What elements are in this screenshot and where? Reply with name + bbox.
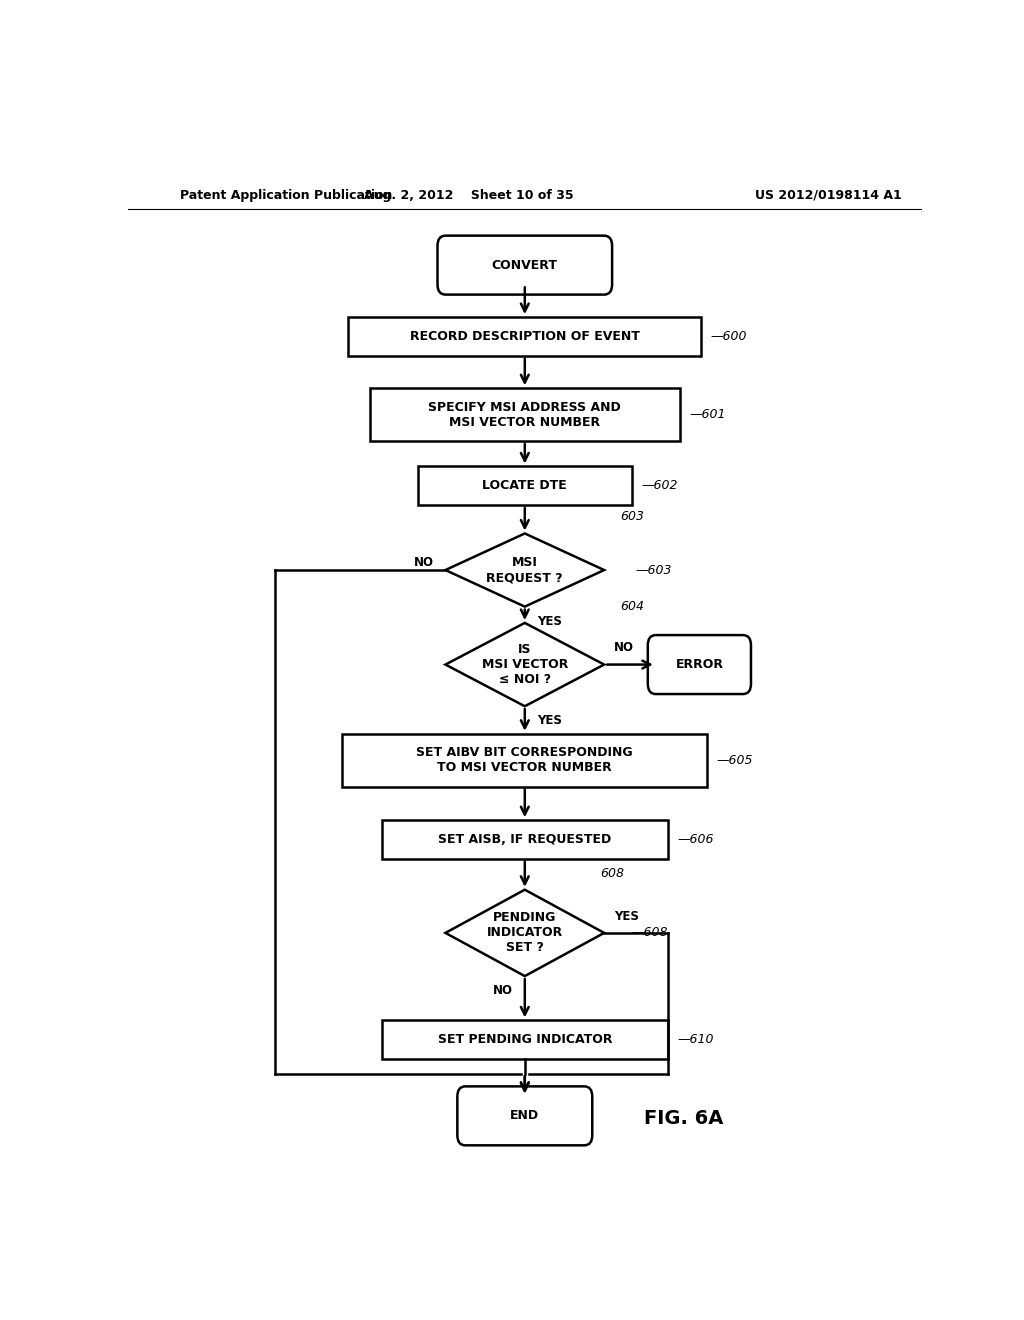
Text: Patent Application Publication: Patent Application Publication (179, 189, 392, 202)
Text: SET AIBV BIT CORRESPONDING
TO MSI VECTOR NUMBER: SET AIBV BIT CORRESPONDING TO MSI VECTOR… (417, 746, 633, 774)
Text: US 2012/0198114 A1: US 2012/0198114 A1 (755, 189, 902, 202)
Polygon shape (445, 623, 604, 706)
Text: —605: —605 (717, 754, 754, 767)
Text: Aug. 2, 2012    Sheet 10 of 35: Aug. 2, 2012 Sheet 10 of 35 (365, 189, 574, 202)
Text: —608: —608 (632, 927, 669, 940)
Text: SPECIFY MSI ADDRESS AND
MSI VECTOR NUMBER: SPECIFY MSI ADDRESS AND MSI VECTOR NUMBE… (428, 400, 622, 429)
Text: NO: NO (493, 985, 513, 997)
FancyBboxPatch shape (437, 236, 612, 294)
Text: —600: —600 (711, 330, 748, 343)
Text: SET PENDING INDICATOR: SET PENDING INDICATOR (437, 1034, 612, 1047)
Text: PENDING
INDICATOR
SET ?: PENDING INDICATOR SET ? (486, 911, 563, 954)
Bar (348, 317, 701, 355)
Text: MSI
REQUEST ?: MSI REQUEST ? (486, 556, 563, 583)
Bar (382, 1020, 668, 1059)
Polygon shape (445, 890, 604, 975)
Text: RECORD DESCRIPTION OF EVENT: RECORD DESCRIPTION OF EVENT (410, 330, 640, 343)
FancyBboxPatch shape (648, 635, 751, 694)
Text: LOCATE DTE: LOCATE DTE (482, 479, 567, 492)
Bar (342, 734, 708, 787)
Text: SET AISB, IF REQUESTED: SET AISB, IF REQUESTED (438, 833, 611, 846)
Text: —601: —601 (689, 408, 726, 421)
FancyBboxPatch shape (458, 1086, 592, 1146)
Text: YES: YES (537, 714, 561, 727)
Text: YES: YES (537, 615, 561, 628)
Text: YES: YES (613, 909, 639, 923)
Bar (418, 466, 632, 506)
Text: NO: NO (414, 557, 433, 569)
Text: FIG. 6A: FIG. 6A (644, 1109, 723, 1129)
Text: ERROR: ERROR (676, 659, 723, 671)
Polygon shape (445, 533, 604, 607)
Text: 608: 608 (600, 866, 625, 879)
Bar (370, 388, 680, 441)
Text: —610: —610 (677, 1034, 714, 1047)
Text: CONVERT: CONVERT (492, 259, 558, 272)
Text: —604: —604 (636, 659, 673, 671)
Text: 604: 604 (620, 599, 644, 612)
Text: —606: —606 (677, 833, 714, 846)
Text: NO: NO (613, 642, 634, 655)
Text: —602: —602 (641, 479, 678, 492)
Text: IS
MSI VECTOR
≤ NOI ?: IS MSI VECTOR ≤ NOI ? (481, 643, 568, 686)
Text: —603: —603 (636, 564, 673, 577)
Bar (382, 820, 668, 859)
Text: 603: 603 (620, 511, 644, 523)
Text: END: END (510, 1109, 540, 1122)
